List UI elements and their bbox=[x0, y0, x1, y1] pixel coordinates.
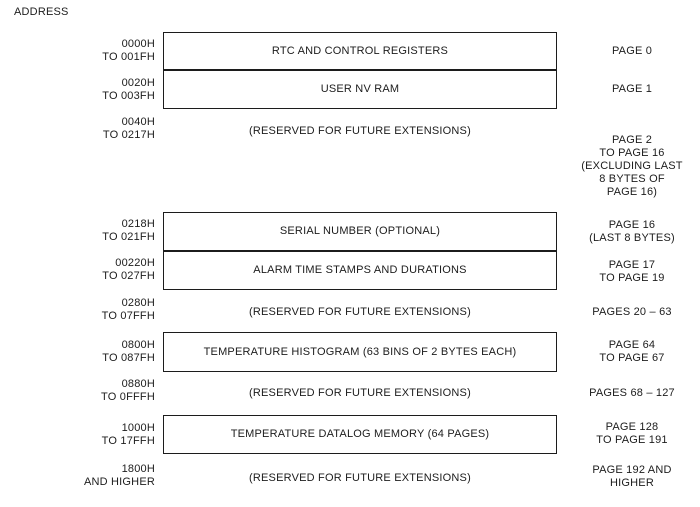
page-label: PAGE 16 (LAST 8 BYTES) bbox=[589, 219, 675, 244]
reserved-region-label: (RESERVED FOR FUTURE EXTENSIONS) bbox=[249, 306, 471, 318]
memory-region-box: TEMPERATURE HISTOGRAM (63 BINS OF 2 BYTE… bbox=[163, 332, 557, 372]
page-label: PAGE 64 TO PAGE 67 bbox=[599, 339, 665, 364]
address-column-heading: ADDRESS bbox=[14, 6, 69, 18]
page-label: PAGE 0 bbox=[611, 45, 653, 57]
address-range: 0880H TO 0FFFH bbox=[101, 378, 155, 403]
address-range: 0218H TO 021FH bbox=[102, 218, 155, 243]
address-range: 0000H TO 001FH bbox=[102, 38, 155, 63]
reserved-region-label: (RESERVED FOR FUTURE EXTENSIONS) bbox=[249, 387, 471, 399]
address-range: 1000H TO 17FFH bbox=[101, 422, 155, 447]
memory-region-box: TEMPERATURE DATALOG MEMORY (64 PAGES) bbox=[163, 415, 557, 454]
reserved-region-label: (RESERVED FOR FUTURE EXTENSIONS) bbox=[249, 125, 471, 137]
reserved-region-label: (RESERVED FOR FUTURE EXTENSIONS) bbox=[249, 472, 471, 484]
address-range: 0800H TO 087FH bbox=[102, 339, 155, 364]
memory-region-box: SERIAL NUMBER (OPTIONAL) bbox=[163, 212, 557, 251]
memory-region-box: RTC AND CONTROL REGISTERS bbox=[163, 32, 557, 70]
memory-region-box: ALARM TIME STAMPS AND DURATIONS bbox=[163, 251, 557, 290]
address-range: 0020H TO 003FH bbox=[102, 77, 155, 102]
page-label: PAGE 1 bbox=[611, 83, 653, 95]
page-label: PAGES 20 – 63 bbox=[592, 306, 672, 318]
page-label: PAGE 2 TO PAGE 16 (EXCLUDING LAST 8 BYTE… bbox=[581, 134, 683, 198]
address-range: 1800H AND HIGHER bbox=[83, 463, 155, 488]
address-range: 0040H TO 0217H bbox=[102, 116, 155, 141]
page-label: PAGES 68 – 127 bbox=[589, 387, 675, 399]
page-label: PAGE 192 AND HIGHER bbox=[592, 464, 672, 489]
page-label: PAGE 17 TO PAGE 19 bbox=[599, 259, 665, 284]
address-range: 00220H TO 027FH bbox=[102, 257, 155, 282]
address-range: 0280H TO 07FFH bbox=[101, 297, 155, 322]
memory-region-box: USER NV RAM bbox=[163, 70, 557, 109]
page-label: PAGE 128 TO PAGE 191 bbox=[596, 421, 668, 446]
